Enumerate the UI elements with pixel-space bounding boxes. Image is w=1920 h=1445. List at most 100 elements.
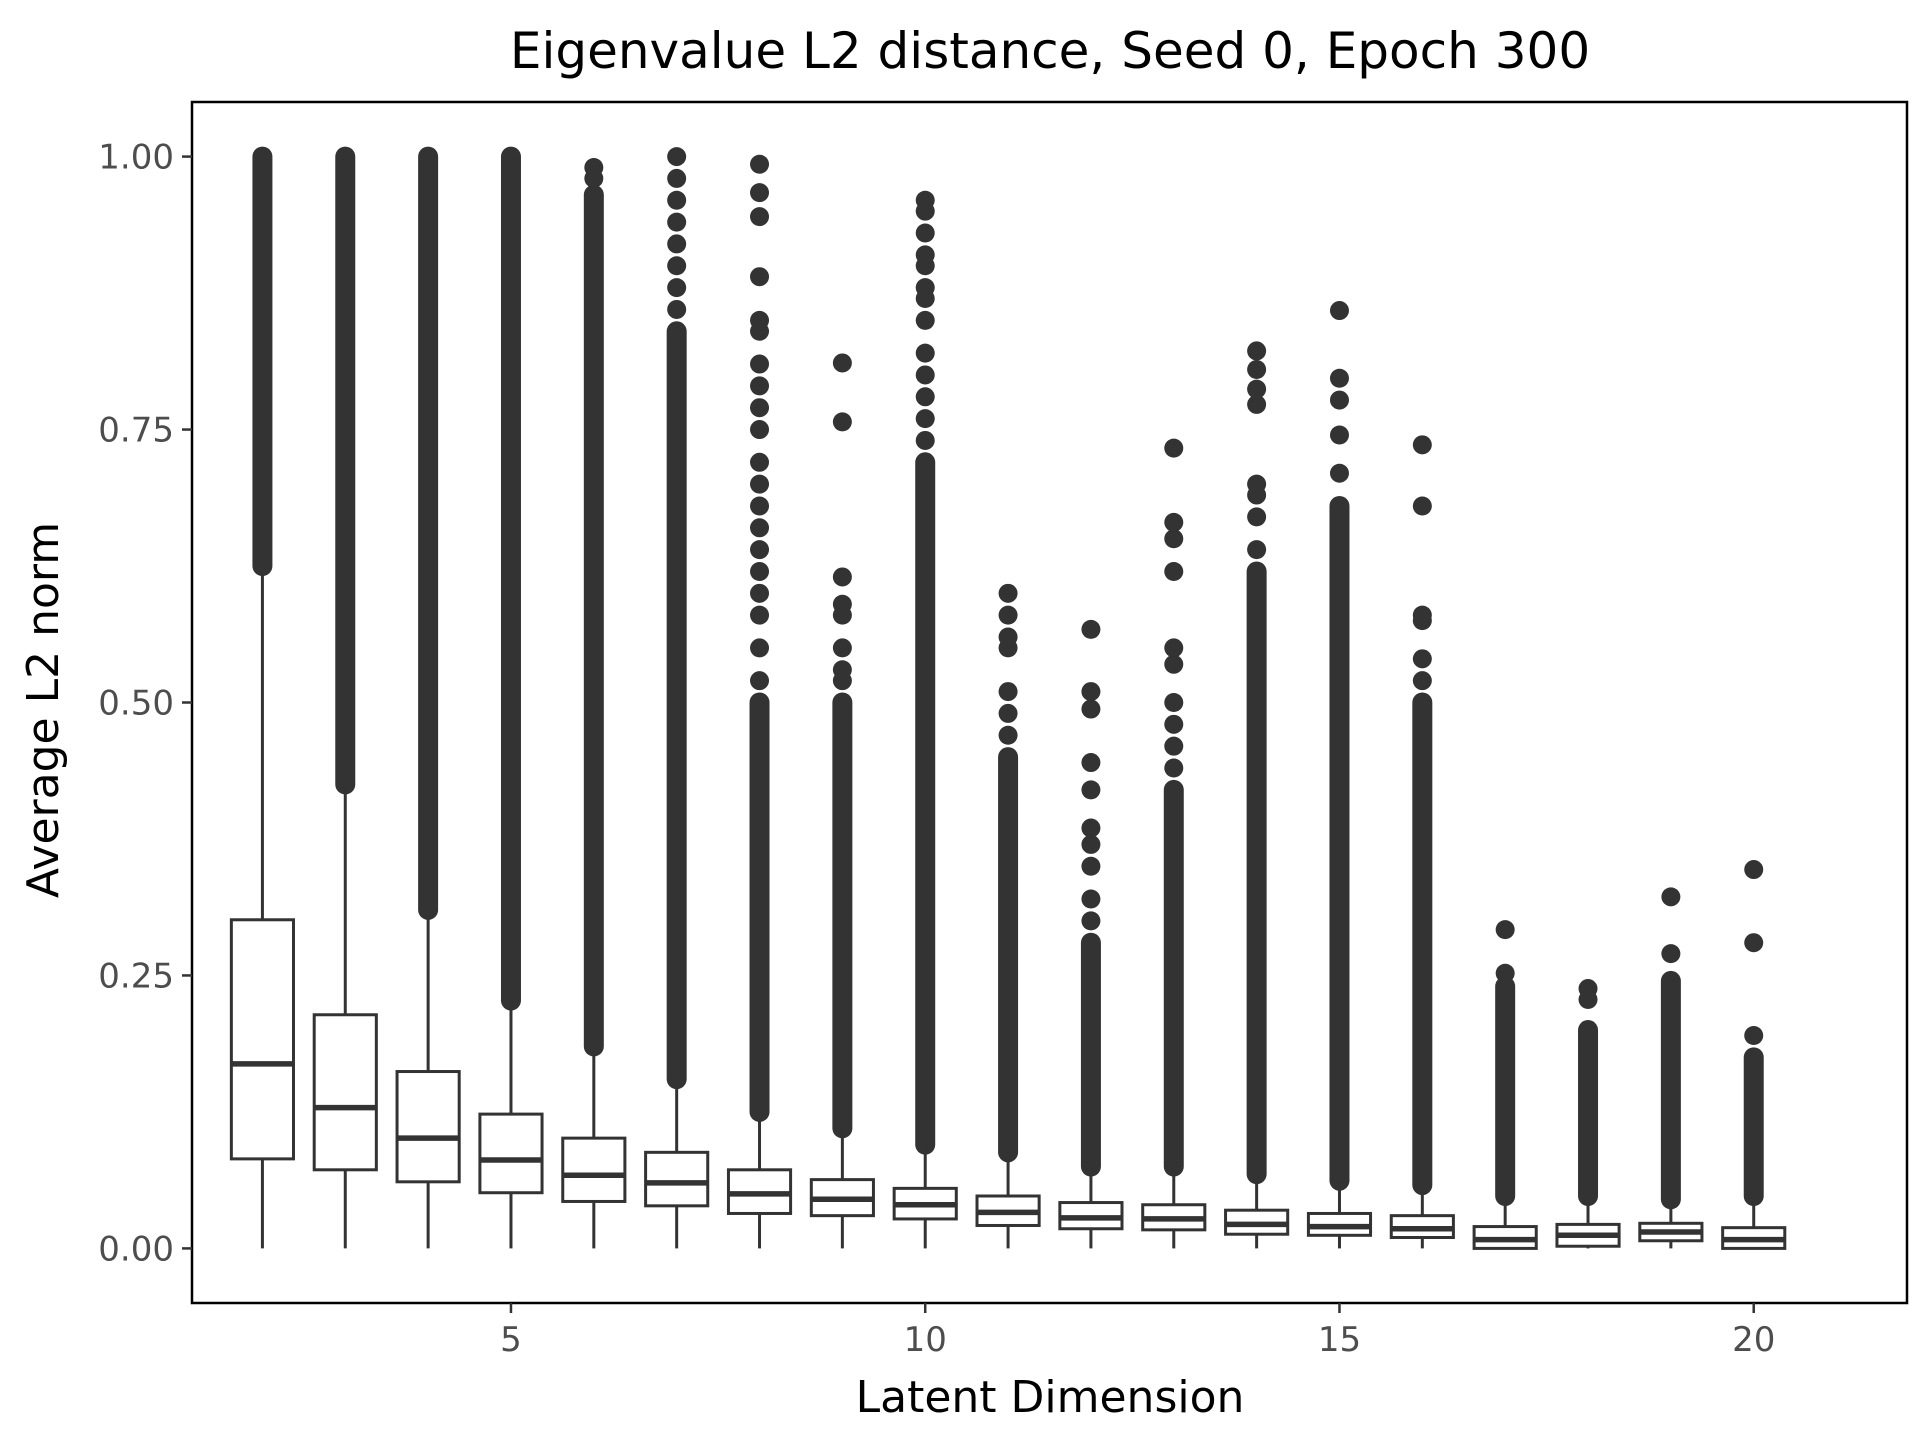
outlier-stack xyxy=(1080,932,1101,1177)
outlier-stack xyxy=(915,452,936,1155)
outlier-point xyxy=(1164,736,1184,756)
box-group-16 xyxy=(1389,435,1455,1249)
outlier-point xyxy=(998,583,1018,603)
outlier-point xyxy=(750,183,770,203)
box-group-20 xyxy=(1721,860,1787,1250)
box-group-19 xyxy=(1638,887,1704,1249)
y-tick-label: 0.00 xyxy=(98,1229,174,1269)
outlier-point xyxy=(1247,474,1267,494)
outlier-point xyxy=(998,725,1018,745)
box-group-11 xyxy=(975,583,1041,1249)
y-tick-label: 0.75 xyxy=(98,411,174,451)
outlier-stack xyxy=(749,692,770,1122)
outlier-point xyxy=(915,387,935,407)
outlier-point xyxy=(832,567,852,587)
outlier-stack xyxy=(1246,561,1267,1185)
x-axis-title: Latent Dimension xyxy=(856,1372,1245,1423)
outlier-stack xyxy=(1578,1020,1599,1207)
plot-layer xyxy=(229,146,1787,1250)
outlier-point xyxy=(1247,507,1267,527)
outlier-point xyxy=(667,256,687,276)
outlier-point xyxy=(750,420,770,440)
outlier-stack xyxy=(1660,970,1681,1210)
outlier-point xyxy=(750,154,770,174)
outlier-point xyxy=(915,430,935,450)
outlier-point xyxy=(998,627,1018,647)
x-tick-label: 5 xyxy=(500,1320,522,1360)
y-axis-title: Average L2 norm xyxy=(18,522,69,898)
outlier-point xyxy=(1412,435,1432,455)
outlier-point xyxy=(667,299,687,319)
outlier-point xyxy=(750,310,770,330)
outlier-stack xyxy=(832,692,853,1139)
outlier-point xyxy=(1164,561,1184,581)
outlier-point xyxy=(1329,368,1349,388)
outlier-stack xyxy=(1412,692,1433,1196)
box xyxy=(229,918,295,1161)
outlier-stack xyxy=(998,747,1019,1163)
outlier-point xyxy=(750,605,770,625)
outlier-point xyxy=(1329,425,1349,445)
outlier-stack xyxy=(1329,495,1350,1191)
outlier-stack xyxy=(1495,976,1516,1207)
outlier-point xyxy=(998,703,1018,723)
outlier-point xyxy=(1081,834,1101,854)
outlier-point xyxy=(750,671,770,691)
outlier-point xyxy=(1164,654,1184,674)
outlier-point xyxy=(832,660,852,680)
box-group-4 xyxy=(395,146,461,1249)
outlier-point xyxy=(1081,856,1101,876)
box xyxy=(561,1136,627,1203)
outlier-point xyxy=(915,409,935,429)
box-group-9 xyxy=(809,353,875,1249)
outlier-point xyxy=(1164,512,1184,532)
box-group-14 xyxy=(1224,341,1290,1249)
outlier-stack xyxy=(500,146,521,1011)
outlier-point xyxy=(1661,887,1681,907)
outlier-point xyxy=(1164,638,1184,658)
outlier-point xyxy=(1081,818,1101,838)
box-group-5 xyxy=(478,146,544,1249)
box xyxy=(395,1070,461,1184)
outlier-point xyxy=(667,278,687,298)
outlier-point xyxy=(584,168,604,188)
box-group-2 xyxy=(229,146,295,1249)
y-tick-label: 0.25 xyxy=(98,956,174,996)
y-tick-label: 0.50 xyxy=(98,684,174,724)
outlier-point xyxy=(750,267,770,287)
outlier-point xyxy=(915,343,935,363)
outlier-point xyxy=(1412,605,1432,625)
outlier-point xyxy=(1661,944,1681,964)
box-group-18 xyxy=(1555,979,1621,1249)
outlier-point xyxy=(750,376,770,396)
box xyxy=(644,1150,710,1208)
axis-layer: 0.00 0.25 0.50 0.75 1.00 5 10 15 20 xyxy=(98,100,1909,1360)
outlier-point xyxy=(750,518,770,538)
outlier-point xyxy=(750,540,770,560)
outlier-stack xyxy=(335,146,356,795)
outlier-point xyxy=(1081,911,1101,931)
box-group-10 xyxy=(892,190,958,1249)
outlier-point xyxy=(1164,529,1184,549)
outlier-point xyxy=(750,398,770,418)
outlier-point xyxy=(1164,438,1184,458)
outlier-point xyxy=(1081,780,1101,800)
outlier-point xyxy=(750,583,770,603)
y-tick-label: 1.00 xyxy=(98,138,174,178)
box-group-15 xyxy=(1306,301,1373,1249)
outlier-point xyxy=(667,234,687,254)
outlier-stack xyxy=(252,146,273,577)
outlier-point xyxy=(1247,394,1267,414)
outlier-point xyxy=(1081,699,1101,719)
outlier-point xyxy=(750,207,770,227)
x-tick-label: 10 xyxy=(904,1320,947,1360)
outlier-point xyxy=(1329,301,1349,321)
outlier-point xyxy=(915,310,935,330)
outlier-point xyxy=(750,354,770,374)
box xyxy=(312,1013,378,1172)
outlier-point xyxy=(750,638,770,658)
outlier-point xyxy=(1081,753,1101,773)
outlier-point xyxy=(1495,963,1515,983)
